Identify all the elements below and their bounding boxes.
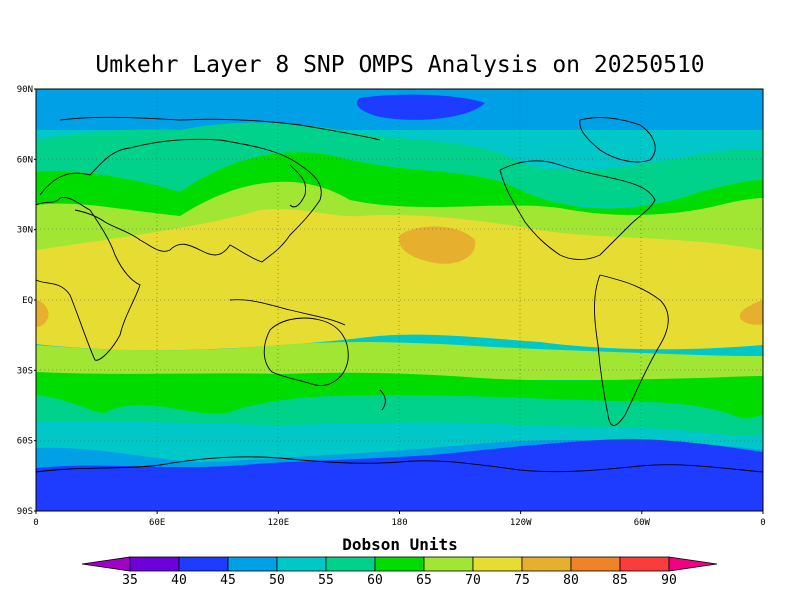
colorbar-segment (521, 556, 572, 572)
colorbar-label: 50 (269, 573, 285, 588)
contour-fill (36, 89, 763, 511)
lon-label: 0 (33, 518, 38, 528)
colorbar-label: 85 (612, 573, 628, 588)
lat-label: 30N (17, 226, 33, 236)
lat-label: 90S (17, 507, 33, 517)
colorbar-segment (276, 556, 327, 572)
australia-coast (263, 317, 349, 386)
antarctic-min (36, 439, 763, 511)
arctic-coast (59, 116, 381, 141)
latitude-labels: 90N 60N 30N EQ 30S 60S 90S (17, 85, 36, 517)
colorbar-segment (129, 556, 180, 572)
japan-coast (289, 164, 307, 208)
colorbar-label: 60 (367, 573, 383, 588)
colorbar-segment (423, 556, 474, 572)
lat-label: 60N (17, 155, 33, 165)
south-america-coast (594, 274, 669, 426)
colorbar-segment (81, 556, 131, 572)
new-zealand-coast (379, 389, 386, 411)
longitude-labels: 0 60E 120E 180 120W 60W 0 (33, 511, 766, 528)
colorbar-label: 80 (563, 573, 579, 588)
colorbar-segment (178, 556, 229, 572)
lon-label: 120E (267, 518, 289, 528)
colorbar-segment (472, 556, 523, 572)
colorbar: 35 40 45 50 55 60 65 70 75 80 85 90 (81, 556, 718, 588)
lon-label: 120W (510, 518, 532, 528)
coastlines (36, 116, 763, 473)
colorbar-segment (227, 556, 278, 572)
pacific-max (399, 226, 476, 264)
colorbar-label: 35 (122, 573, 138, 588)
antarctica-coast (36, 456, 763, 473)
map-title: Umkehr Layer 8 SNP OMPS Analysis on 2025… (95, 52, 705, 78)
lon-label: 60E (149, 518, 165, 528)
atlantic-max-left (36, 300, 49, 327)
lat-label: 60S (17, 437, 33, 447)
band-tropic-75 (36, 208, 763, 351)
greenland-coast (579, 117, 656, 163)
lat-label: 30S (17, 366, 33, 376)
colorbar-segment (325, 556, 376, 572)
north-america-coast (499, 160, 656, 260)
colorbar-label: 45 (220, 573, 236, 588)
lat-label: 90N (17, 85, 33, 95)
eurasia-coast (39, 138, 322, 263)
colorbar-label: 65 (416, 573, 432, 588)
colorbar-label: 75 (514, 573, 530, 588)
lon-label: 180 (391, 518, 407, 528)
colorbar-segment (668, 556, 718, 572)
indonesia-coast (229, 299, 346, 326)
lat-label: EQ (22, 296, 33, 306)
atlantic-max-right (739, 300, 763, 325)
lon-label: 0 (760, 518, 765, 528)
colorbar-segment (619, 556, 670, 572)
colorbar-segment (374, 556, 425, 572)
colorbar-title: Dobson Units (342, 535, 458, 554)
colorbar-label: 90 (661, 573, 677, 588)
band-south-70 (36, 341, 763, 380)
africa-coast (36, 197, 141, 361)
colorbar-label: 40 (171, 573, 187, 588)
arctic-min (356, 94, 485, 120)
lon-label: 60W (634, 518, 651, 528)
colorbar-label: 55 (318, 573, 334, 588)
colorbar-segment (570, 556, 621, 572)
colorbar-label: 70 (465, 573, 481, 588)
